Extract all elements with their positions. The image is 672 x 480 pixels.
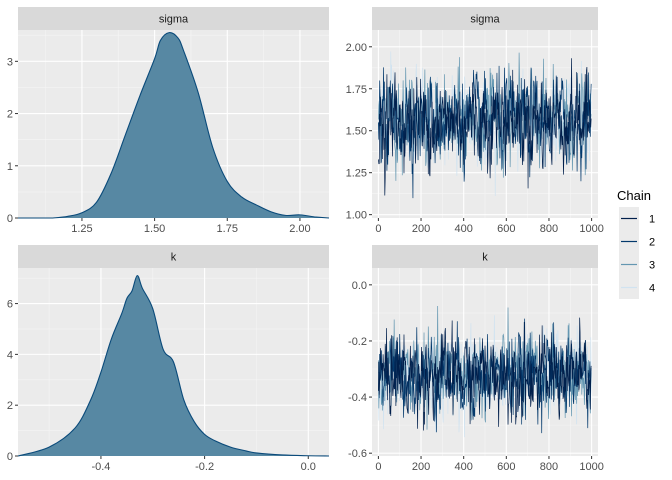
y-tick-label: -0.2 [348,336,367,348]
y-tick-label: 0.0 [352,280,367,292]
x-tick-label: -0.4 [91,461,110,473]
x-tick-label: -0.2 [195,461,214,473]
facet-strip-label: k [171,252,177,264]
x-tick-label: 400 [454,223,472,235]
y-tick-label: -0.6 [348,448,367,460]
x-tick-label: 200 [412,223,430,235]
y-tick-label: -0.4 [348,392,367,404]
x-tick-label: 600 [497,223,515,235]
y-tick-label: 1.00 [346,210,367,222]
y-tick-label: 1.75 [346,84,367,96]
density-line [18,32,330,219]
y-tick-label: 1.50 [346,126,367,138]
y-tick-label: 4 [7,349,13,361]
x-tick-label: 2.00 [289,223,310,235]
density-panel-sigma: sigma 1.25 1.50 1.75 2.00 0 1 2 3 [7,7,330,235]
trace-line-chain-4 [378,51,592,197]
y-tick-label: 2 [7,400,13,412]
facet-strip-label: sigma [159,14,189,26]
x-tick-label: 400 [454,461,472,473]
x-tick-label: 600 [497,461,515,473]
legend-title: Chain [617,188,651,203]
legend-label: 1 [649,214,655,226]
legend-label: 2 [649,237,655,249]
density-area [18,275,329,456]
y-tick-label: 1.25 [346,168,367,180]
x-tick-label: 1000 [579,461,603,473]
x-tick-label: 0 [375,461,381,473]
x-tick-label: 800 [540,223,558,235]
x-tick-label: 1000 [579,223,603,235]
facet-strip-label: sigma [470,14,500,26]
legend-label: 3 [649,260,655,272]
y-tick-label: 0 [7,451,13,463]
facet-strip [18,7,329,30]
x-tick-label: 1.50 [144,223,165,235]
legend-label: 4 [649,283,655,295]
facet-strip [372,7,598,30]
chain-legend: Chain 1 2 3 4 [617,188,655,299]
y-tick-label: 1 [7,161,13,173]
trace-line-chain-1 [378,58,592,196]
facet-strip [18,245,329,268]
density-line [17,275,330,457]
y-tick-label: 6 [7,299,13,311]
x-tick-label: 1.25 [71,223,92,235]
x-tick-label: 200 [412,461,430,473]
trace-panel-sigma: sigma 0 200 400 600 800 1000 1.00 1.25 1.50 1.75 2.… [346,7,604,235]
trace-panel-k: k 0 200 400 600 800 1000 -0.6 -0.4 -0.2 0.0 [348,245,604,473]
facet-strip [372,245,598,268]
x-tick-label: 0.0 [301,461,316,473]
y-tick-label: 3 [7,56,13,68]
density-area [18,32,329,219]
y-tick-label: 2.00 [346,42,367,54]
x-tick-label: 0 [375,223,381,235]
y-tick-label: 0 [7,213,13,225]
x-tick-label: 1.75 [217,223,238,235]
trace-line-chain-1 [378,317,592,431]
density-panel-k: k -0.4 -0.2 0.0 0 2 4 6 [7,245,330,473]
y-tick-label: 2 [7,109,13,121]
facet-strip-label: k [482,252,488,264]
x-tick-label: 800 [540,461,558,473]
